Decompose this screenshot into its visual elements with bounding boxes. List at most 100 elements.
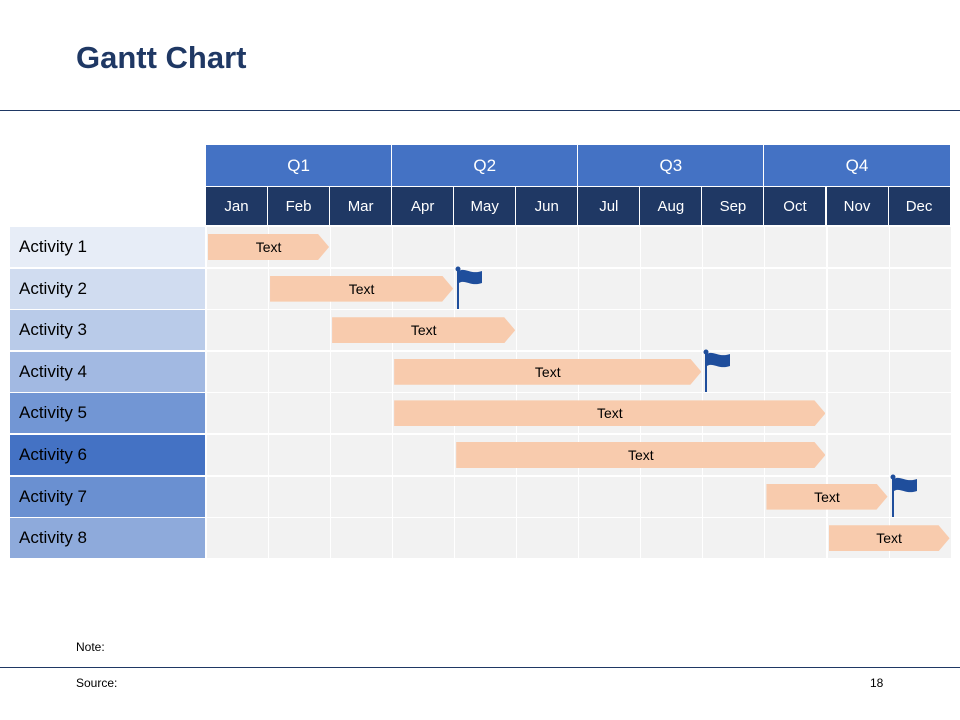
grid-cell bbox=[703, 268, 765, 309]
grid-cell bbox=[889, 310, 951, 351]
grid-cell bbox=[703, 476, 765, 517]
grid-cell bbox=[393, 476, 455, 517]
grid-cell bbox=[827, 310, 889, 351]
grid-cell bbox=[517, 268, 579, 309]
grid-cell bbox=[331, 518, 393, 559]
grid-cell bbox=[641, 227, 703, 267]
milestone-flag-icon bbox=[890, 474, 920, 523]
grid-cell bbox=[765, 227, 827, 267]
grid-cell bbox=[207, 393, 268, 434]
grid-cell bbox=[331, 227, 393, 267]
activity-bar: Text bbox=[394, 359, 701, 385]
grid-cell bbox=[207, 268, 268, 309]
grid-cell bbox=[889, 351, 951, 392]
activity-bar: Text bbox=[456, 442, 825, 468]
grid-cell bbox=[889, 268, 951, 309]
month-header-may: May bbox=[454, 187, 517, 225]
activity-label: Activity 8 bbox=[10, 518, 205, 559]
quarter-header-q2: Q2 bbox=[392, 145, 579, 186]
page-title: Gantt Chart bbox=[76, 40, 247, 75]
footer-divider bbox=[0, 667, 960, 668]
grid-cell bbox=[579, 518, 641, 559]
source-label: Source: bbox=[76, 676, 118, 690]
grid-cell bbox=[517, 310, 579, 351]
milestone-flag-icon bbox=[455, 266, 485, 315]
month-header-oct: Oct bbox=[764, 187, 827, 225]
activity-bar: Text bbox=[766, 484, 887, 510]
activity-label: Activity 6 bbox=[10, 435, 205, 475]
grid-cell bbox=[517, 518, 579, 559]
activity-bar: Text bbox=[270, 276, 453, 302]
grid-cell bbox=[579, 268, 641, 309]
milestone-flag-icon bbox=[703, 349, 733, 398]
grid-cell bbox=[703, 310, 765, 351]
grid-cell bbox=[517, 476, 579, 517]
month-header-feb: Feb bbox=[268, 187, 331, 225]
grid-cell bbox=[207, 351, 268, 392]
grid-cell bbox=[827, 227, 889, 267]
month-header-sep: Sep bbox=[702, 187, 765, 225]
activity-label: Activity 5 bbox=[10, 393, 205, 434]
grid-cell bbox=[641, 518, 703, 559]
activity-bar: Text bbox=[332, 317, 515, 343]
grid-cell bbox=[703, 518, 765, 559]
grid-cell bbox=[393, 518, 455, 559]
month-header-nov: Nov bbox=[826, 187, 889, 225]
grid-cell bbox=[269, 518, 331, 559]
month-header-aug: Aug bbox=[640, 187, 703, 225]
grid-cell bbox=[889, 435, 951, 475]
activity-bar: Text bbox=[394, 400, 825, 426]
grid-cell bbox=[765, 351, 827, 392]
grid-cell bbox=[331, 476, 393, 517]
grid-cell bbox=[765, 518, 827, 559]
quarter-header-q1: Q1 bbox=[206, 145, 393, 186]
grid-cell bbox=[455, 476, 517, 517]
grid-cell bbox=[269, 393, 331, 434]
grid-cell bbox=[269, 476, 331, 517]
month-header-jun: Jun bbox=[516, 187, 579, 225]
activity-bar: Text bbox=[208, 234, 329, 260]
quarter-header-q3: Q3 bbox=[578, 145, 765, 186]
grid-cell bbox=[269, 435, 331, 475]
grid-cell bbox=[269, 351, 331, 392]
month-header-mar: Mar bbox=[330, 187, 393, 225]
grid-cell bbox=[765, 268, 827, 309]
month-header-jul: Jul bbox=[578, 187, 641, 225]
title-divider bbox=[0, 110, 960, 111]
grid-cell bbox=[641, 310, 703, 351]
grid-cell bbox=[641, 268, 703, 309]
page-number: 18 bbox=[870, 676, 884, 690]
grid-cell bbox=[269, 310, 331, 351]
grid-cell bbox=[455, 518, 517, 559]
quarter-header-q4: Q4 bbox=[764, 145, 951, 186]
activity-label: Activity 1 bbox=[10, 227, 205, 267]
grid-cell bbox=[331, 393, 393, 434]
grid-cell bbox=[579, 476, 641, 517]
month-header-apr: Apr bbox=[392, 187, 455, 225]
grid-cell bbox=[827, 268, 889, 309]
grid-cell bbox=[455, 227, 517, 267]
grid-cell bbox=[393, 227, 455, 267]
grid-cell bbox=[889, 227, 951, 267]
grid-cell bbox=[765, 310, 827, 351]
grid-cell bbox=[827, 435, 889, 475]
activity-label: Activity 7 bbox=[10, 476, 205, 517]
grid-cell bbox=[517, 227, 579, 267]
grid-cell bbox=[827, 393, 889, 434]
grid-cell bbox=[827, 351, 889, 392]
grid-cell bbox=[641, 476, 703, 517]
grid-cell bbox=[889, 393, 951, 434]
month-header-dec: Dec bbox=[888, 187, 951, 225]
activity-label: Activity 4 bbox=[10, 351, 205, 392]
activity-label: Activity 2 bbox=[10, 268, 205, 309]
grid-cell bbox=[579, 227, 641, 267]
grid-cell bbox=[703, 227, 765, 267]
grid-cell bbox=[207, 435, 268, 475]
activity-bar: Text bbox=[829, 525, 950, 551]
month-header-jan: Jan bbox=[206, 187, 269, 225]
activity-label: Activity 3 bbox=[10, 310, 205, 351]
grid-cell bbox=[579, 310, 641, 351]
grid-cell bbox=[207, 518, 268, 559]
grid-cell bbox=[207, 310, 268, 351]
